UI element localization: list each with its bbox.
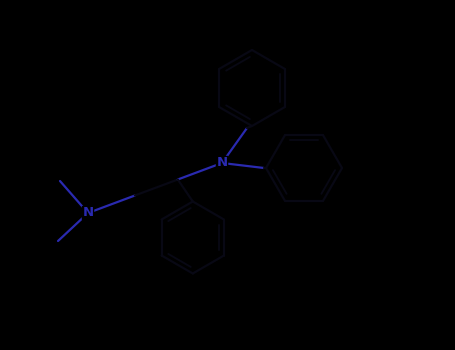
Text: N: N (217, 156, 228, 169)
Text: N: N (82, 206, 94, 219)
